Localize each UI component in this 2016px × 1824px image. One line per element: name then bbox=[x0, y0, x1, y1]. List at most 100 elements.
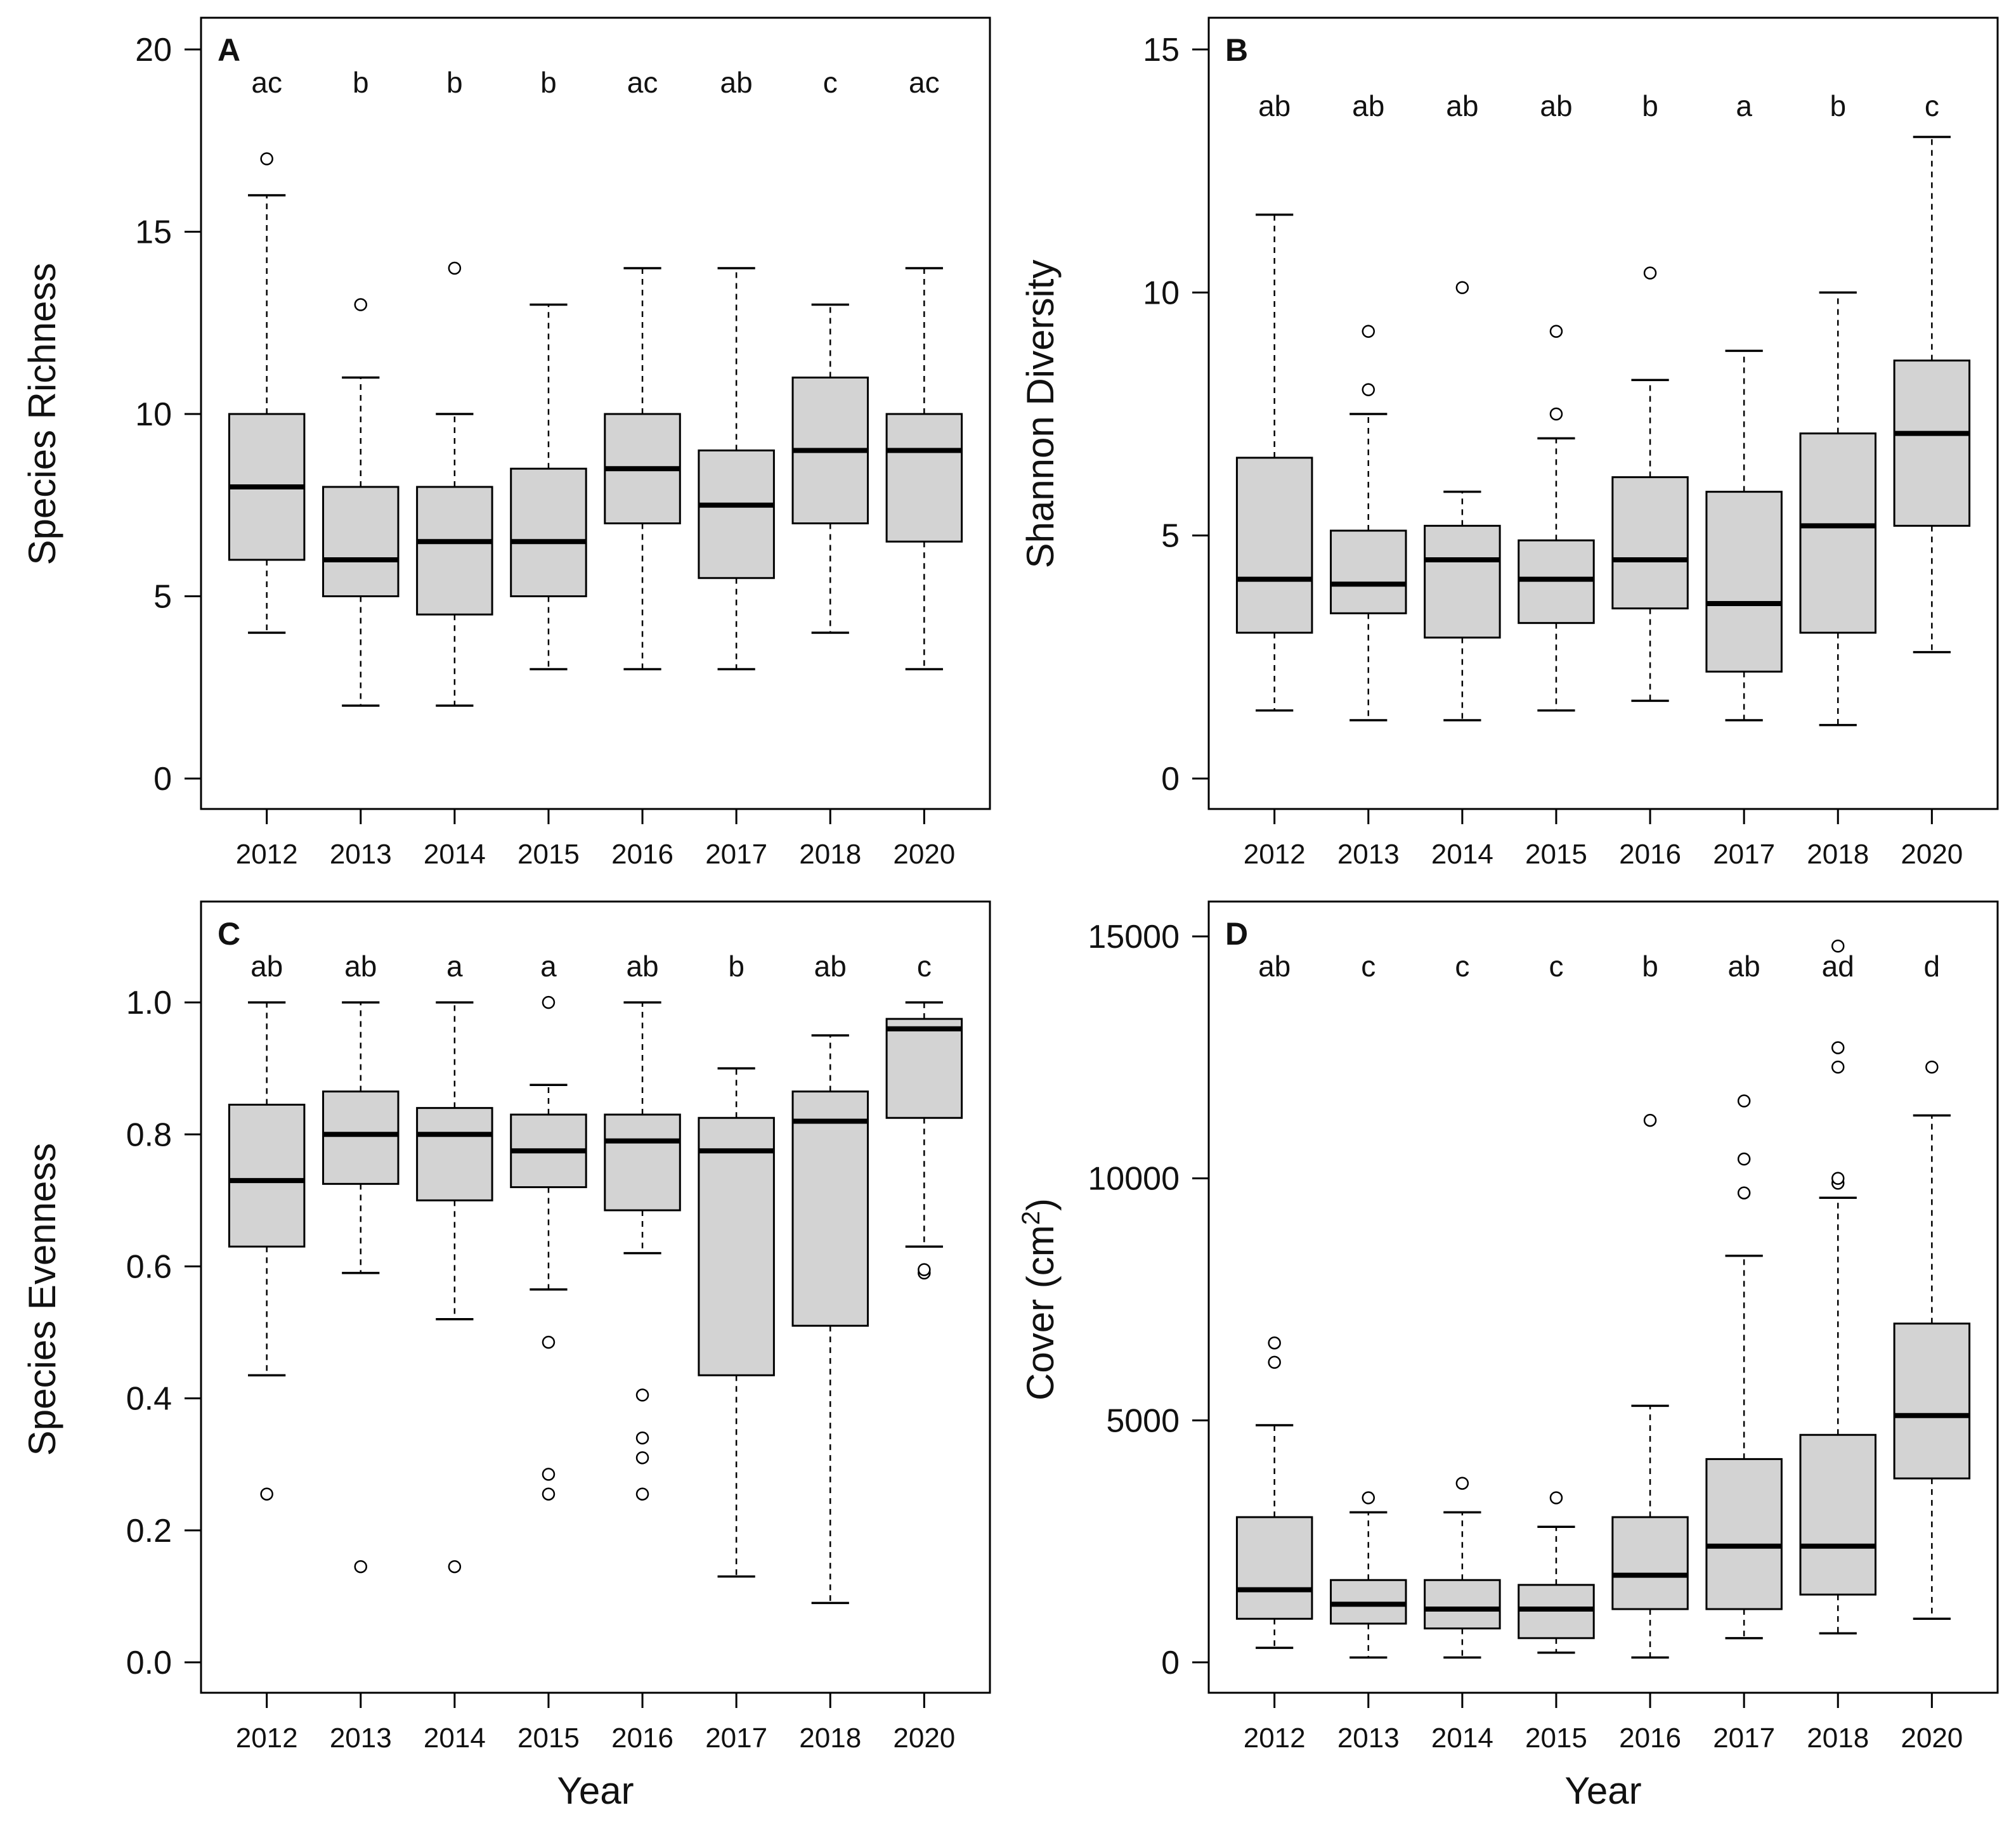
panel-d-significance-letter: c bbox=[1549, 950, 1563, 983]
panel-c-y-tick-label: 0.4 bbox=[126, 1381, 172, 1418]
panel-d-box-2013 bbox=[1330, 1491, 1407, 1659]
panel-a-significance-letter: ac bbox=[251, 66, 282, 99]
panel-d-y-tick-label: 15000 bbox=[1088, 919, 1180, 955]
panel-b-significance-letter: ab bbox=[1258, 89, 1291, 122]
outlier-point bbox=[1737, 1152, 1751, 1166]
panel-c-x-tick-label: 2014 bbox=[424, 1723, 486, 1754]
panel-a-significance-letter: c bbox=[823, 66, 838, 99]
outlier-point bbox=[635, 1388, 649, 1402]
panel-c-x-tick-label: 2013 bbox=[330, 1723, 392, 1754]
panel-c-significance-letter: b bbox=[728, 950, 745, 983]
panel-b-x-tick-label: 2015 bbox=[1525, 839, 1587, 870]
panel-d-y-tick-label: 0 bbox=[1161, 1645, 1180, 1681]
interquartile-box bbox=[885, 413, 963, 543]
panel-a-x-tick-label: 2017 bbox=[705, 839, 767, 870]
panel-a-y-tick-label: 20 bbox=[135, 32, 172, 68]
interquartile-box bbox=[885, 1018, 963, 1119]
panel-a-x-tick-label: 2020 bbox=[893, 839, 955, 870]
panel-d-x-tick-label: 2018 bbox=[1807, 1723, 1869, 1754]
panel-b-label: B bbox=[1225, 32, 1248, 68]
panel-b-x-tick-label: 2014 bbox=[1431, 839, 1493, 870]
panel-a-significance-letter: ac bbox=[627, 66, 658, 99]
panel-b-y-axis-label: Shannon Diversity bbox=[1019, 260, 1062, 569]
panel-d-significance-letter: c bbox=[1361, 950, 1375, 983]
panel-d-x-tick-label: 2015 bbox=[1525, 1723, 1587, 1754]
panel-c-box-2020 bbox=[885, 1001, 963, 1280]
panel-d-label: D bbox=[1225, 916, 1248, 952]
panel-d-box-2014 bbox=[1424, 1477, 1501, 1659]
panel-b-x-tick-label: 2012 bbox=[1244, 839, 1306, 870]
outlier-point bbox=[542, 1468, 556, 1481]
panel-a-box-2020 bbox=[885, 267, 963, 671]
panel-c-significance-letter: ab bbox=[344, 950, 377, 983]
panel-a-box-2018 bbox=[791, 303, 869, 634]
panel-b-x-tick-label: 2016 bbox=[1619, 839, 1681, 870]
panel-b-significance-letter: b bbox=[1830, 89, 1846, 122]
outlier-point bbox=[1831, 1060, 1845, 1074]
outlier-point bbox=[1831, 1172, 1845, 1185]
panel-a-box-2016 bbox=[604, 267, 681, 671]
panel-c-box-2012 bbox=[228, 1001, 306, 1501]
interquartile-box bbox=[510, 467, 587, 597]
outlier-point bbox=[1925, 1060, 1939, 1074]
panel-c-significance-letter: ab bbox=[250, 950, 283, 983]
outlier-point bbox=[1455, 281, 1469, 294]
interquartile-box bbox=[322, 486, 400, 597]
panel-b-frame bbox=[1207, 16, 1999, 810]
panel-a-significance-letter: b bbox=[353, 66, 369, 99]
panel-a-y-axis-label: Species Richness bbox=[21, 263, 63, 566]
panel-a-significance-letter: b bbox=[540, 66, 557, 99]
outlier-point bbox=[542, 1487, 556, 1501]
panel-b-significance-letter: c bbox=[1925, 89, 1939, 122]
panel-c-significance-letter: a bbox=[540, 950, 557, 983]
panel-c-box-2018 bbox=[791, 1034, 869, 1605]
panel-a-x-tick-label: 2018 bbox=[799, 839, 861, 870]
panel-d-significance-letter: ad bbox=[1822, 950, 1854, 983]
panel-d-significance-letter: c bbox=[1455, 950, 1469, 983]
outlier-point bbox=[448, 1560, 462, 1574]
panel-b-y-tick-label: 5 bbox=[1161, 518, 1180, 555]
panel-c-x-tick-label: 2012 bbox=[236, 1723, 298, 1754]
outlier-point bbox=[354, 1560, 368, 1574]
outlier-point bbox=[542, 995, 556, 1009]
panel-a-significance-letter: ab bbox=[720, 66, 753, 99]
outlier-point bbox=[1643, 266, 1657, 280]
panel-d-x-tick-label: 2016 bbox=[1619, 1723, 1681, 1754]
interquartile-box bbox=[416, 486, 493, 616]
outlier-point bbox=[260, 152, 273, 165]
interquartile-box bbox=[1893, 359, 1971, 527]
interquartile-box bbox=[1893, 1323, 1971, 1480]
panel-b-significance-letter: a bbox=[1736, 89, 1752, 122]
panel-d-significance-letter: ab bbox=[1728, 950, 1760, 983]
panel-c-x-tick-label: 2020 bbox=[893, 1723, 955, 1754]
panel-c-significance-letter: ab bbox=[626, 950, 658, 983]
panel-c-box-2014 bbox=[416, 1001, 493, 1574]
panel-b-x-tick-label: 2018 bbox=[1807, 839, 1869, 870]
panel-d-box-2015 bbox=[1518, 1491, 1595, 1654]
panel-c-x-tick-label: 2017 bbox=[705, 1723, 767, 1754]
panel-b-box-2017 bbox=[1705, 349, 1783, 721]
panel-c-box-2017 bbox=[698, 1067, 775, 1578]
panel-d-significance-letter: d bbox=[1924, 950, 1941, 983]
outlier-point bbox=[1737, 1094, 1751, 1108]
outlier-point bbox=[1549, 325, 1563, 338]
panel-d-frame bbox=[1207, 900, 1999, 1694]
outlier-point bbox=[1831, 1041, 1845, 1054]
outlier-point bbox=[448, 261, 462, 275]
outlier-point bbox=[542, 1335, 556, 1349]
interquartile-box bbox=[322, 1090, 400, 1185]
panel-b-y-tick-label: 10 bbox=[1143, 275, 1180, 311]
outlier-point bbox=[635, 1451, 649, 1465]
panel-b-box-2018 bbox=[1799, 291, 1876, 727]
panel-c-y-tick-label: 0.0 bbox=[126, 1645, 172, 1681]
outlier-point bbox=[260, 1487, 273, 1501]
panel-b-significance-letter: b bbox=[1642, 89, 1658, 122]
interquartile-box bbox=[1799, 432, 1876, 634]
panel-c-significance-letter: a bbox=[446, 950, 463, 983]
interquartile-box bbox=[791, 1090, 869, 1327]
panel-d-y-axis-label: Cover (cm2) bbox=[1017, 1198, 1062, 1400]
panel-c-x-axis-label: Year bbox=[557, 1769, 634, 1812]
panel-a-x-tick-label: 2014 bbox=[424, 839, 486, 870]
outlier-point bbox=[1362, 1491, 1375, 1504]
panel-a-y-tick-label: 5 bbox=[153, 579, 172, 616]
